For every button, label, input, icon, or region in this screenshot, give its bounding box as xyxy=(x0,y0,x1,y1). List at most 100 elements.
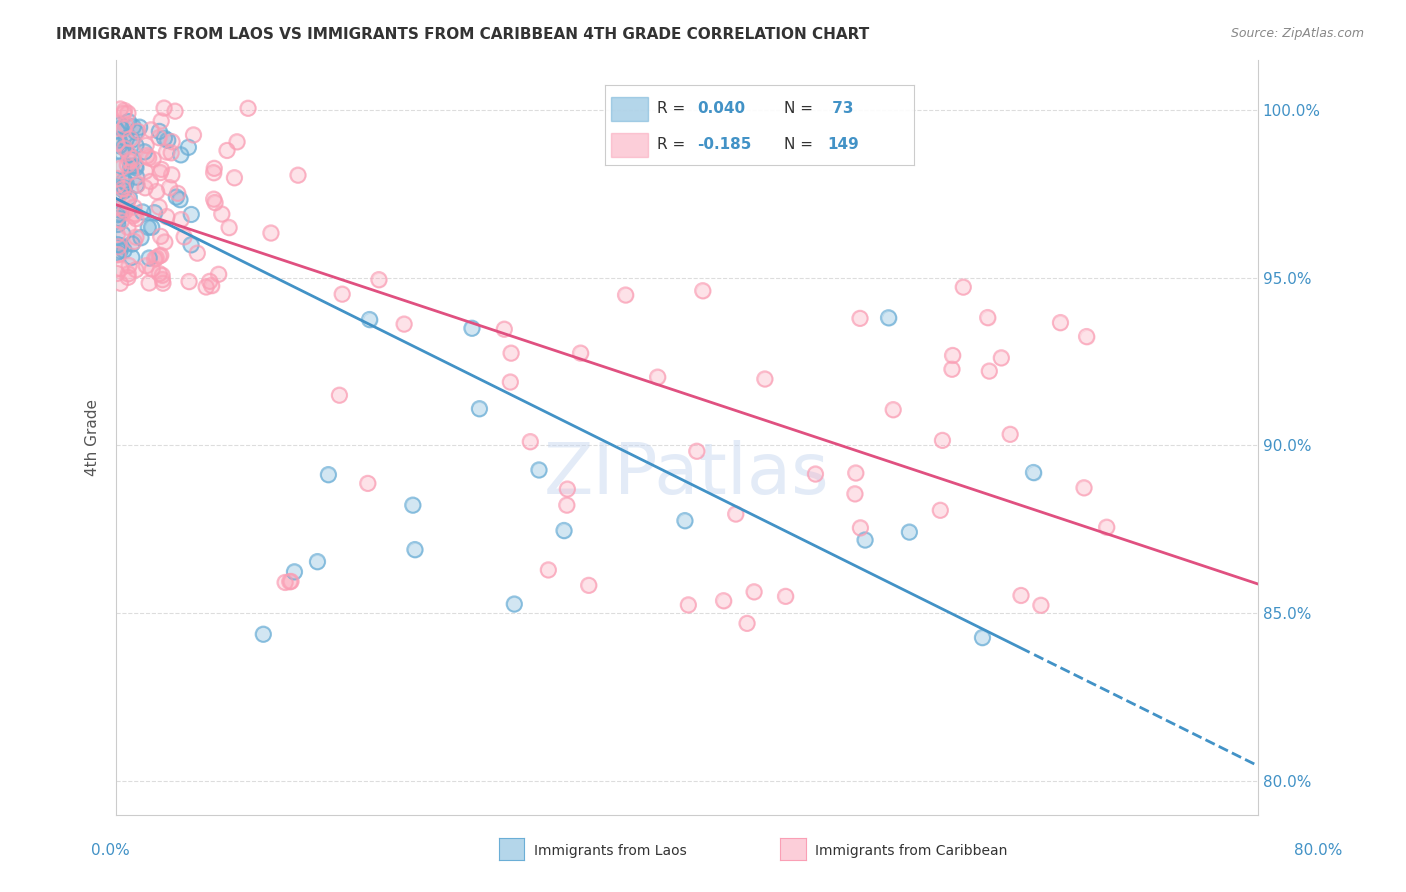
Point xyxy=(120,131,142,145)
Point xyxy=(519,434,541,449)
Point xyxy=(108,186,131,201)
Point xyxy=(114,204,136,219)
Point xyxy=(328,388,350,402)
Point xyxy=(117,145,139,160)
Point xyxy=(122,235,145,249)
Point xyxy=(111,182,134,196)
Point xyxy=(107,240,129,254)
Point xyxy=(170,148,193,162)
Point xyxy=(110,214,132,228)
Point xyxy=(569,346,592,360)
Point xyxy=(125,138,148,153)
Point xyxy=(108,186,131,201)
Point xyxy=(107,218,129,232)
Point xyxy=(118,190,141,204)
Point xyxy=(173,230,195,244)
Point xyxy=(183,128,205,142)
Point xyxy=(159,180,181,194)
Point xyxy=(742,584,765,599)
Point xyxy=(117,267,139,281)
Point xyxy=(112,244,135,258)
Point xyxy=(1073,481,1095,495)
Point xyxy=(121,250,143,264)
Point xyxy=(110,239,132,253)
Point xyxy=(177,275,200,289)
Point xyxy=(678,598,700,612)
Text: N =: N = xyxy=(785,102,818,116)
Point xyxy=(150,268,173,283)
Text: IMMIGRANTS FROM LAOS VS IMMIGRANTS FROM CARIBBEAN 4TH GRADE CORRELATION CHART: IMMIGRANTS FROM LAOS VS IMMIGRANTS FROM … xyxy=(56,27,869,42)
Point xyxy=(136,149,159,163)
Point xyxy=(330,287,353,301)
Point xyxy=(152,277,174,291)
Point xyxy=(149,229,172,244)
Point xyxy=(153,131,176,145)
Point xyxy=(118,259,141,273)
Text: Immigrants from Caribbean: Immigrants from Caribbean xyxy=(815,844,1008,858)
Point xyxy=(180,237,202,252)
Point xyxy=(110,207,132,221)
Point xyxy=(117,193,139,207)
Point xyxy=(328,388,350,402)
Point xyxy=(468,401,491,416)
Point xyxy=(114,204,136,219)
Point xyxy=(111,182,134,196)
Point xyxy=(392,317,415,331)
Point xyxy=(105,136,128,151)
Point xyxy=(124,206,146,220)
Point xyxy=(156,210,179,224)
Point xyxy=(138,251,160,265)
Text: Source: ZipAtlas.com: Source: ZipAtlas.com xyxy=(1230,27,1364,40)
Point xyxy=(155,145,177,159)
Point xyxy=(139,174,162,188)
Point xyxy=(143,252,166,266)
Point xyxy=(142,152,165,166)
Text: 149: 149 xyxy=(827,137,859,153)
Point xyxy=(404,542,426,557)
Point xyxy=(952,280,974,294)
Point xyxy=(461,321,484,335)
Point xyxy=(200,278,222,293)
Point xyxy=(127,178,149,192)
Point xyxy=(1029,599,1052,613)
Point xyxy=(111,227,134,241)
Point xyxy=(117,145,139,160)
Point xyxy=(125,125,148,139)
Point xyxy=(357,476,380,491)
Point xyxy=(236,101,259,115)
Point xyxy=(849,521,872,535)
Point xyxy=(122,120,145,134)
Point xyxy=(141,220,163,235)
Point xyxy=(278,574,301,589)
Point xyxy=(112,106,135,120)
Point xyxy=(153,131,176,145)
Point xyxy=(139,174,162,188)
Point xyxy=(202,166,225,180)
Point xyxy=(972,631,994,645)
Point xyxy=(177,140,200,154)
Point xyxy=(673,514,696,528)
Point xyxy=(114,141,136,155)
Point xyxy=(180,237,202,252)
Point xyxy=(112,173,135,187)
Point xyxy=(148,200,170,214)
Point xyxy=(578,578,600,592)
Point xyxy=(105,267,128,281)
Point xyxy=(849,311,872,326)
Point xyxy=(131,205,153,219)
Point xyxy=(287,168,309,182)
Point xyxy=(122,209,145,223)
Point xyxy=(117,270,139,285)
Point xyxy=(849,521,872,535)
Y-axis label: 4th Grade: 4th Grade xyxy=(86,399,100,475)
Point xyxy=(1076,329,1098,343)
Point xyxy=(108,244,131,258)
Text: R =: R = xyxy=(657,137,690,153)
Point xyxy=(503,597,526,611)
Point xyxy=(260,226,283,240)
Point xyxy=(127,178,149,192)
Point xyxy=(202,192,225,206)
Point xyxy=(557,482,579,496)
Point xyxy=(125,138,148,153)
Point xyxy=(202,161,225,176)
